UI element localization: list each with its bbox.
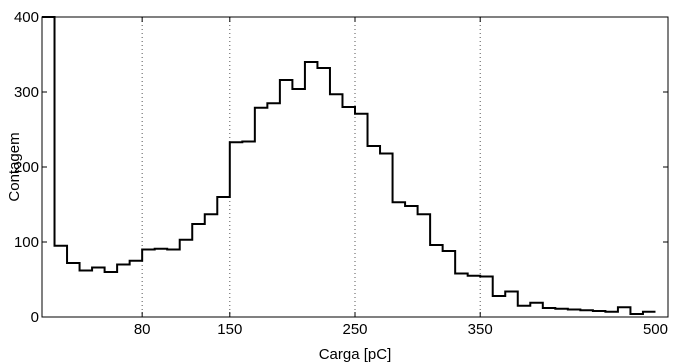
- x-tick-label: 500: [643, 321, 668, 338]
- y-tick-label: 300: [14, 84, 39, 101]
- x-tick-label: 250: [342, 321, 367, 338]
- x-axis-label: Carga [pC]: [319, 346, 392, 363]
- x-tick-label: 80: [134, 321, 151, 338]
- y-tick-label: 200: [14, 159, 39, 176]
- y-tick-label: 100: [14, 234, 39, 251]
- y-axis-label: Contagem: [6, 132, 23, 201]
- y-tick-label: 400: [14, 9, 39, 26]
- x-tick-label: 150: [217, 321, 242, 338]
- x-axis-ticks: 80 150 250 350 500: [134, 17, 669, 338]
- x-tick-label: 350: [468, 321, 493, 338]
- y-tick-label: 0: [31, 309, 39, 326]
- y-axis-ticks: 0 100 200 300 400: [14, 9, 668, 326]
- histogram-line: [42, 16, 656, 315]
